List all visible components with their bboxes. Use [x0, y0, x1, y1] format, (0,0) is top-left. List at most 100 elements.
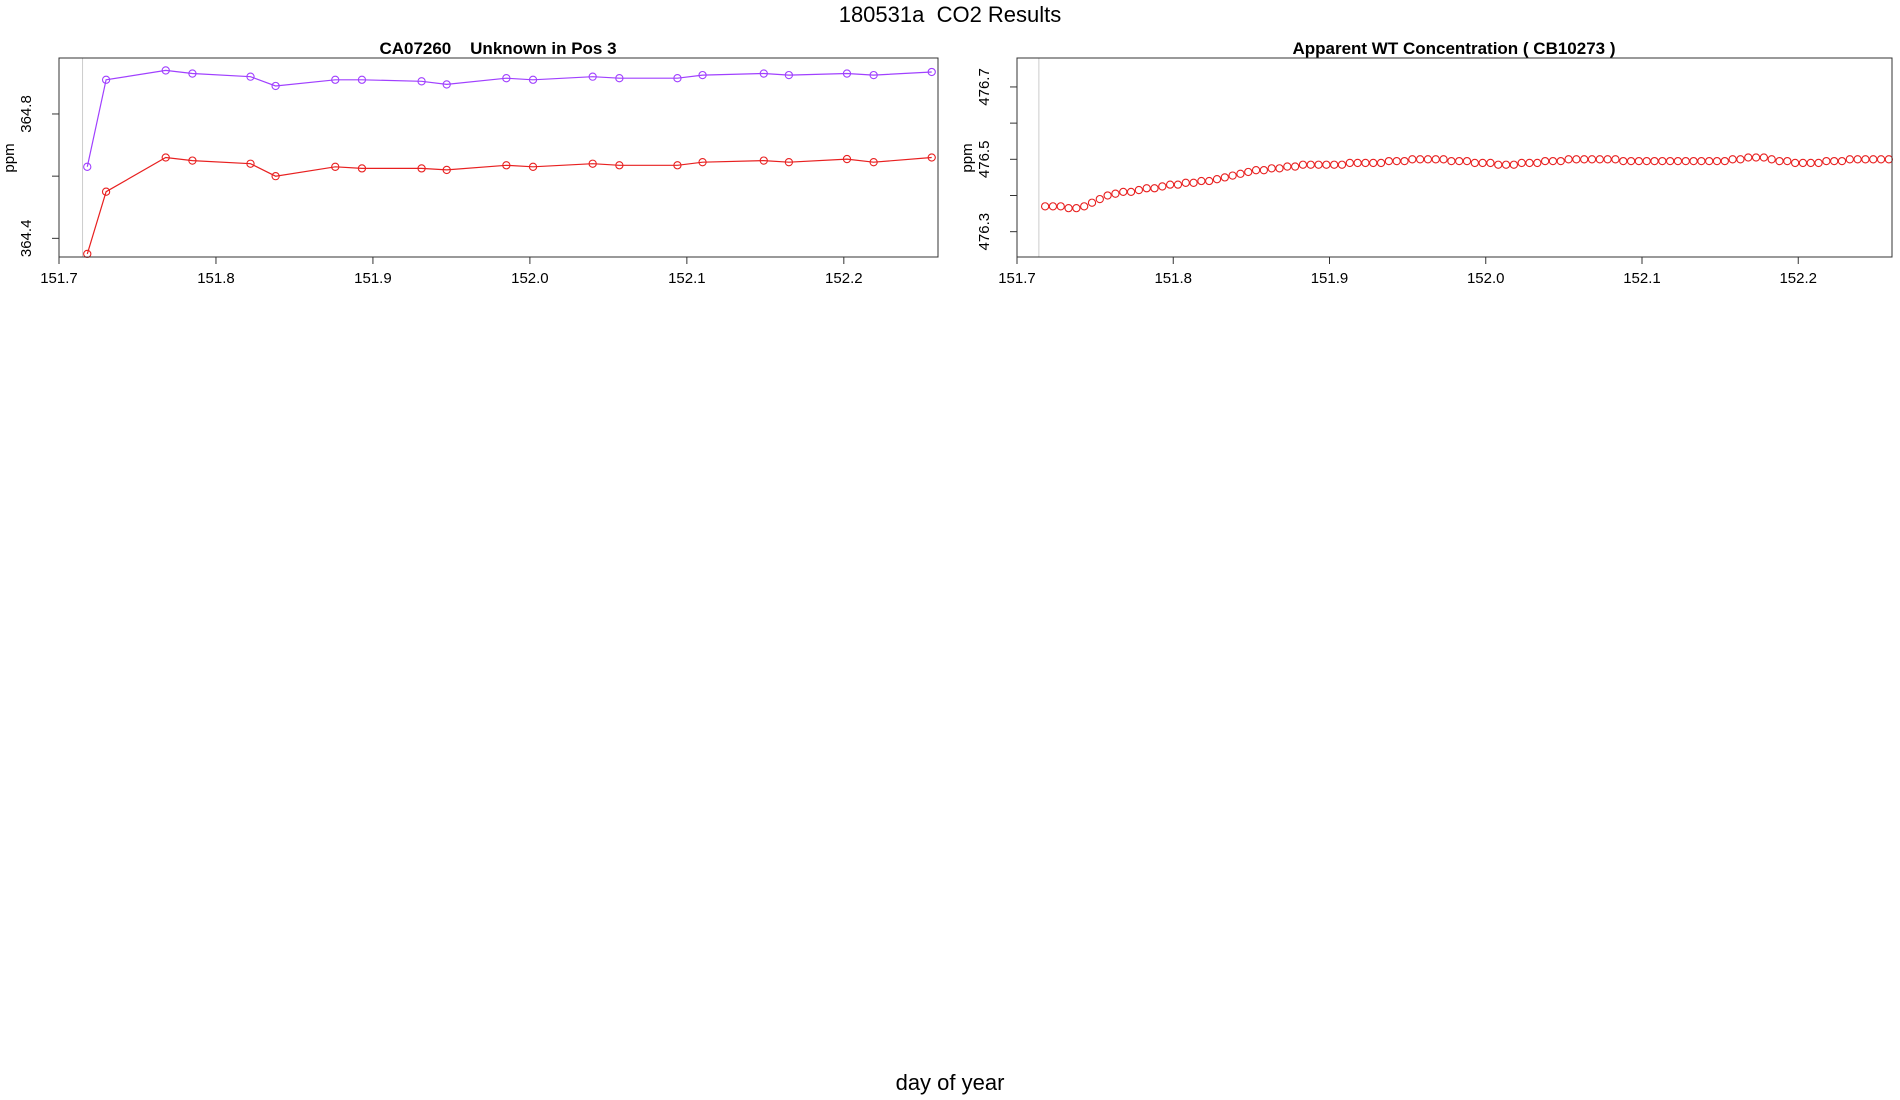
data-point	[1103, 191, 1112, 200]
y-axis-label: ppm	[959, 143, 976, 172]
x-tick-label: 152.2	[1779, 270, 1817, 287]
data-point	[1376, 158, 1386, 168]
data-point	[673, 74, 682, 83]
data-point	[161, 66, 170, 75]
data-point	[1283, 162, 1292, 171]
data-point	[442, 165, 451, 175]
data-point	[759, 156, 768, 165]
data-point	[615, 161, 624, 170]
data-point	[271, 172, 280, 181]
data-point	[784, 70, 794, 80]
data-point	[1830, 156, 1839, 166]
data-point	[927, 153, 936, 162]
data-point	[615, 74, 624, 83]
data-point	[1798, 158, 1808, 168]
data-point	[1111, 189, 1120, 198]
data-point	[1462, 156, 1472, 166]
data-point	[1869, 155, 1878, 164]
data-point	[528, 75, 538, 84]
data-point	[1845, 155, 1854, 164]
data-point	[869, 158, 878, 167]
data-point	[1736, 155, 1745, 164]
data-point	[1322, 160, 1331, 169]
data-point	[1595, 155, 1604, 164]
x-tick-label: 152.2	[825, 270, 863, 287]
data-point	[1369, 158, 1378, 168]
data-point	[588, 159, 597, 168]
data-point	[1119, 187, 1128, 197]
data-point	[1501, 160, 1511, 169]
data-point	[1165, 180, 1175, 189]
data-point	[1095, 194, 1104, 204]
data-point	[271, 81, 280, 91]
chart-left: 151.7 151.8 151.9 152.0 152.1 152.2 364.4 364.8…	[1, 39, 939, 287]
data-point	[1783, 156, 1792, 166]
data-point	[842, 154, 852, 164]
data-point	[1048, 202, 1058, 211]
data-point	[1587, 155, 1597, 164]
x-axis-label: day of year	[895, 1070, 1005, 1095]
chart-title: Apparent WT Concentration ( CB10273 )	[1292, 39, 1615, 58]
plot-frame	[58, 57, 939, 258]
data-point	[1728, 155, 1737, 164]
data-point	[1173, 180, 1183, 189]
data-point	[1384, 156, 1394, 166]
data-point	[1650, 156, 1659, 166]
plot-frame	[1016, 57, 1893, 258]
data-point	[1759, 153, 1769, 162]
data-point	[1712, 156, 1722, 166]
y-tick-label: 476.5	[976, 141, 993, 179]
data-point	[161, 153, 170, 162]
data-point	[1525, 158, 1534, 168]
x-tick-label: 152.1	[668, 270, 706, 287]
data-point	[83, 162, 92, 171]
data-point	[1540, 156, 1550, 166]
data-point	[1330, 160, 1339, 169]
y-tick-label: 476.7	[976, 68, 993, 106]
data-point	[698, 70, 707, 80]
data-point	[1884, 155, 1894, 164]
data-point	[1626, 156, 1636, 166]
data-point	[1392, 156, 1401, 166]
data-point	[1447, 156, 1456, 166]
data-point	[101, 187, 111, 196]
data-point	[1486, 158, 1495, 168]
data-point	[1415, 155, 1425, 164]
data-point	[1619, 156, 1628, 166]
data-point	[1611, 155, 1620, 164]
data-point	[759, 69, 768, 78]
data-point	[417, 164, 426, 173]
data-point	[1790, 158, 1800, 168]
data-point	[842, 69, 852, 78]
series-line	[86, 156, 932, 255]
y-tick-label: 476.3	[976, 213, 993, 251]
data-point	[357, 164, 367, 173]
data-point	[1697, 156, 1706, 166]
data-point	[528, 162, 538, 171]
data-point	[246, 72, 255, 81]
chart-title: CA07260 Unknown in Pos 3	[379, 39, 616, 58]
data-point	[1689, 156, 1698, 166]
data-point	[1080, 202, 1089, 211]
data-point	[1205, 176, 1214, 186]
data-point	[1673, 156, 1683, 166]
data-point	[1314, 160, 1323, 169]
data-point	[1197, 176, 1206, 186]
data-point	[1642, 156, 1651, 166]
data-point	[1064, 204, 1073, 213]
data-point	[331, 162, 340, 171]
data-point	[1142, 184, 1151, 193]
data-point	[1744, 153, 1753, 162]
data-point	[1408, 155, 1417, 164]
data-point	[1134, 185, 1144, 195]
data-point	[502, 74, 511, 83]
data-point	[188, 156, 197, 165]
x-tick-label: 151.8	[197, 270, 235, 287]
data-point	[246, 159, 255, 168]
data-point	[1275, 164, 1284, 173]
data-point	[1572, 155, 1581, 164]
x-tick-label: 151.7	[998, 270, 1036, 287]
data-point	[1876, 155, 1886, 164]
data-point	[1455, 156, 1464, 166]
data-point	[1470, 158, 1479, 168]
